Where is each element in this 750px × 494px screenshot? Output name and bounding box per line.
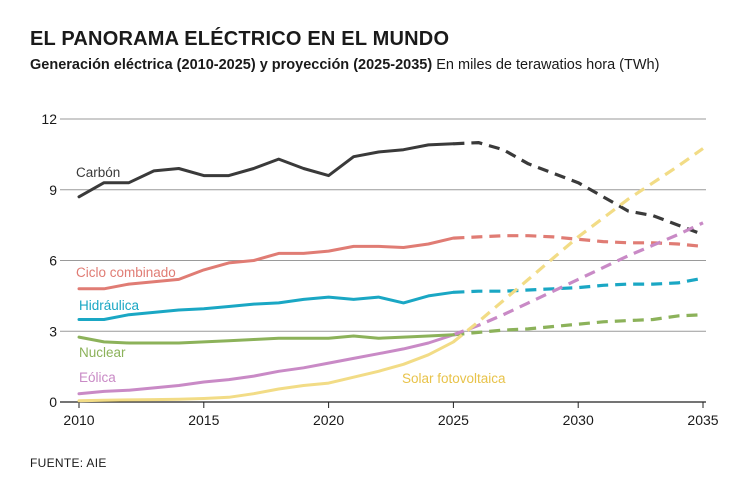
y-tick-label: 3 (49, 323, 57, 339)
x-tick-label: 2010 (63, 412, 94, 428)
source-note: FUENTE: AIE (30, 456, 107, 470)
series-nuclear-historical (77, 333, 455, 345)
series-lines (77, 141, 704, 403)
unit-text: En miles de terawatios hora (TWh) (436, 57, 660, 73)
label-carbon: Carbón (76, 165, 120, 180)
x-tick-label: 2025 (438, 412, 469, 428)
y-tick-label: 12 (41, 111, 57, 127)
label-solar-fotovoltaica: Solar fotovoltaica (402, 371, 506, 386)
series-carbon-projection (453, 141, 704, 237)
series-nuclear-projection (453, 313, 704, 337)
series-ciclo-combinado-projection (453, 234, 704, 248)
chart-subtitle: Generación eléctrica (2010-2025) y proye… (30, 57, 659, 73)
series-ciclo-combinado-historical (77, 236, 455, 291)
series-hidraulica-projection (453, 276, 704, 294)
x-tick-label: 2015 (188, 412, 219, 428)
series-eolica-projection (452, 221, 704, 337)
x-tick-label: 2020 (313, 412, 344, 428)
x-tick-label: 2035 (687, 412, 718, 428)
label-hidraulica: Hidráulica (79, 298, 140, 313)
series-hidraulica-historical (77, 290, 455, 321)
subtitle-text: Generación eléctrica (2010-2025) y proye… (30, 57, 433, 73)
chart-title: EL PANORAMA ELÉCTRICO EN EL MUNDO (30, 28, 450, 50)
series-carbon-historical (77, 142, 455, 199)
label-nuclear: Nuclear (79, 345, 126, 360)
y-tick-label: 6 (49, 253, 57, 269)
series-solar-fotovoltaica-historical (77, 340, 455, 403)
x-axis-ticks: 2010 2015 2020 2025 2030 2035 (63, 402, 719, 428)
y-tick-label: 0 (49, 394, 57, 410)
series-eolica-historical (77, 333, 455, 396)
x-tick-label: 2030 (563, 412, 594, 428)
series-labels: Carbón Ciclo combinado Hidráulica Nuclear Eó… (76, 165, 506, 386)
y-axis-ticks: 0 3 6 9 12 (41, 111, 57, 410)
y-tick-label: 9 (49, 182, 57, 198)
label-eolica: Eólica (79, 370, 116, 385)
gridlines (60, 118, 706, 403)
series-solar-fotovoltaica-projection (452, 147, 704, 344)
label-ciclo-combinado: Ciclo combinado (76, 265, 176, 280)
